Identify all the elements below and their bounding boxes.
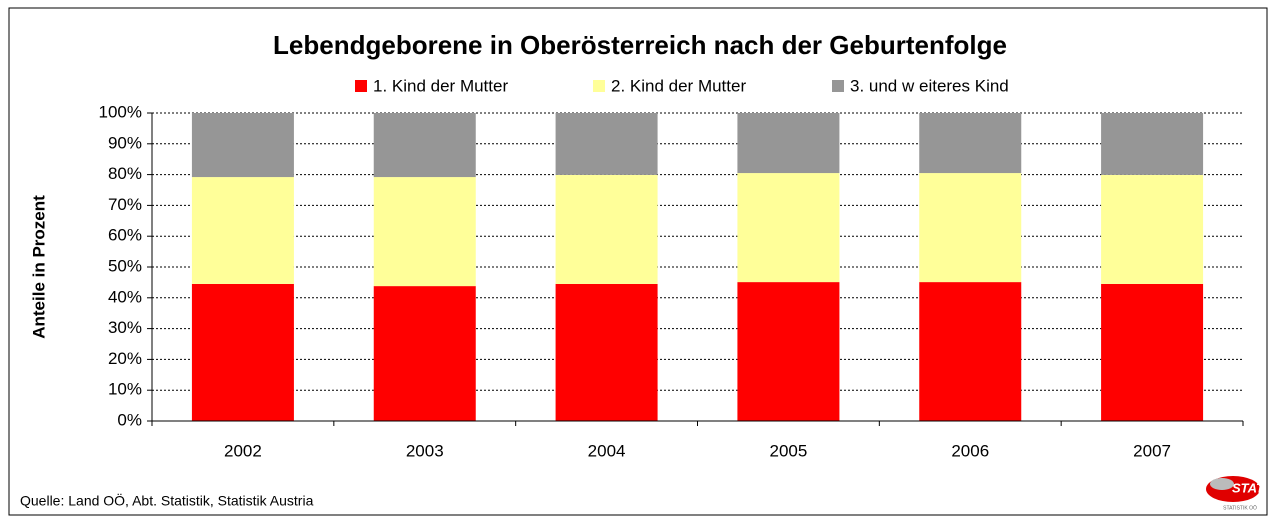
x-tick-label: 2003 [406, 441, 444, 460]
y-tick-label: 100% [99, 102, 142, 121]
x-tick-label: 2007 [1133, 441, 1171, 460]
bar-segment [1101, 174, 1204, 284]
bar-segment [191, 113, 294, 178]
bar-segment [555, 113, 658, 175]
source-note: Quelle: Land OÖ, Abt. Statistik, Statist… [20, 492, 314, 509]
bar-segment [373, 177, 476, 287]
y-tick-label: 0% [117, 410, 142, 429]
x-tick-label: 2002 [224, 441, 262, 460]
y-tick-label: 70% [108, 195, 142, 214]
logo-text: STAT [1232, 480, 1265, 495]
legend-label: 3. und w eiteres Kind [850, 76, 1009, 95]
bar-segment [737, 282, 840, 421]
bar-segment [919, 113, 1022, 174]
logo: STAT STATISTIK OÖ [1206, 476, 1265, 511]
bar-segment [373, 113, 476, 178]
y-tick-label: 30% [108, 318, 142, 337]
legend-label: 2. Kind der Mutter [611, 76, 746, 95]
y-tick-label: 40% [108, 287, 142, 306]
bar-segment [555, 174, 658, 284]
bar-segment [737, 173, 840, 283]
y-tick-label: 80% [108, 164, 142, 183]
bar-segment [919, 173, 1022, 283]
y-tick-label: 90% [108, 133, 142, 152]
bar-segment [191, 283, 294, 421]
y-tick-label: 60% [108, 226, 142, 245]
bar-segment [919, 282, 1022, 421]
x-tick-label: 2006 [951, 441, 989, 460]
x-tick-label: 2004 [588, 441, 626, 460]
bar-segment [1101, 283, 1204, 421]
bar-segment [1101, 113, 1204, 175]
y-tick-label: 50% [108, 256, 142, 275]
y-tick-label: 10% [108, 380, 142, 399]
legend-swatch [593, 80, 605, 92]
x-tick-label: 2005 [770, 441, 808, 460]
legend-label: 1. Kind der Mutter [373, 76, 508, 95]
bar-segment [191, 177, 294, 284]
y-axis-label: Anteile in Prozent [29, 195, 48, 339]
logo-subtext: STATISTIK OÖ [1223, 504, 1257, 511]
logo-shape [1210, 478, 1234, 490]
y-tick-label: 20% [108, 349, 142, 368]
legend-swatch [832, 80, 844, 92]
bar-segment [555, 283, 658, 421]
chart-title: Lebendgeborene in Oberösterreich nach de… [273, 30, 1007, 60]
bar-segment [737, 113, 840, 174]
legend-swatch [355, 80, 367, 92]
bar-segment [373, 286, 476, 421]
